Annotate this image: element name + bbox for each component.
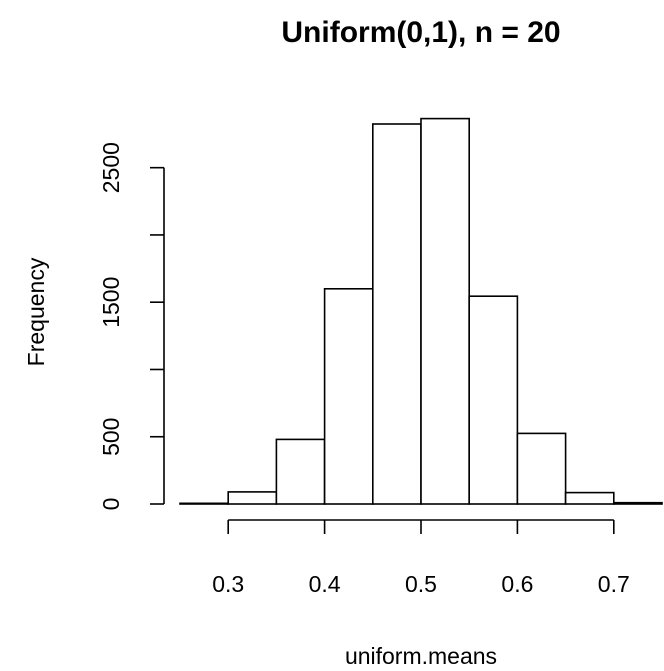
histogram-bar bbox=[564, 491, 615, 505]
y-axis: 0 500 1500 2500 bbox=[98, 142, 165, 511]
histogram-bar bbox=[275, 438, 326, 505]
y-tick-label: 1500 bbox=[98, 277, 124, 328]
x-tick-label: 0.7 bbox=[598, 571, 630, 597]
x-tick-label: 0.5 bbox=[405, 571, 437, 597]
x-tick-label: 0.6 bbox=[501, 571, 533, 597]
y-tick-label: 2500 bbox=[98, 142, 124, 193]
y-axis-label: Frequency bbox=[23, 257, 49, 366]
y-tick-label: 0 bbox=[98, 498, 124, 511]
histogram-bar bbox=[420, 117, 471, 505]
histogram-bar bbox=[612, 501, 663, 505]
histogram-bar bbox=[516, 432, 567, 505]
histogram-bar bbox=[227, 491, 278, 505]
histogram-bar bbox=[468, 295, 519, 505]
x-tick-label: 0.4 bbox=[309, 571, 341, 597]
y-tick-label: 500 bbox=[98, 418, 124, 456]
histogram-bars bbox=[179, 117, 663, 505]
histogram-bar bbox=[179, 502, 230, 505]
histogram-bar bbox=[323, 287, 374, 505]
x-axis: 0.3 0.4 0.5 0.6 0.7 bbox=[212, 519, 630, 597]
chart-title: Uniform(0,1), n = 20 bbox=[281, 16, 560, 49]
x-axis-label: uniform.means bbox=[345, 643, 497, 669]
histogram-bar bbox=[371, 123, 422, 505]
x-tick-label: 0.3 bbox=[212, 571, 244, 597]
